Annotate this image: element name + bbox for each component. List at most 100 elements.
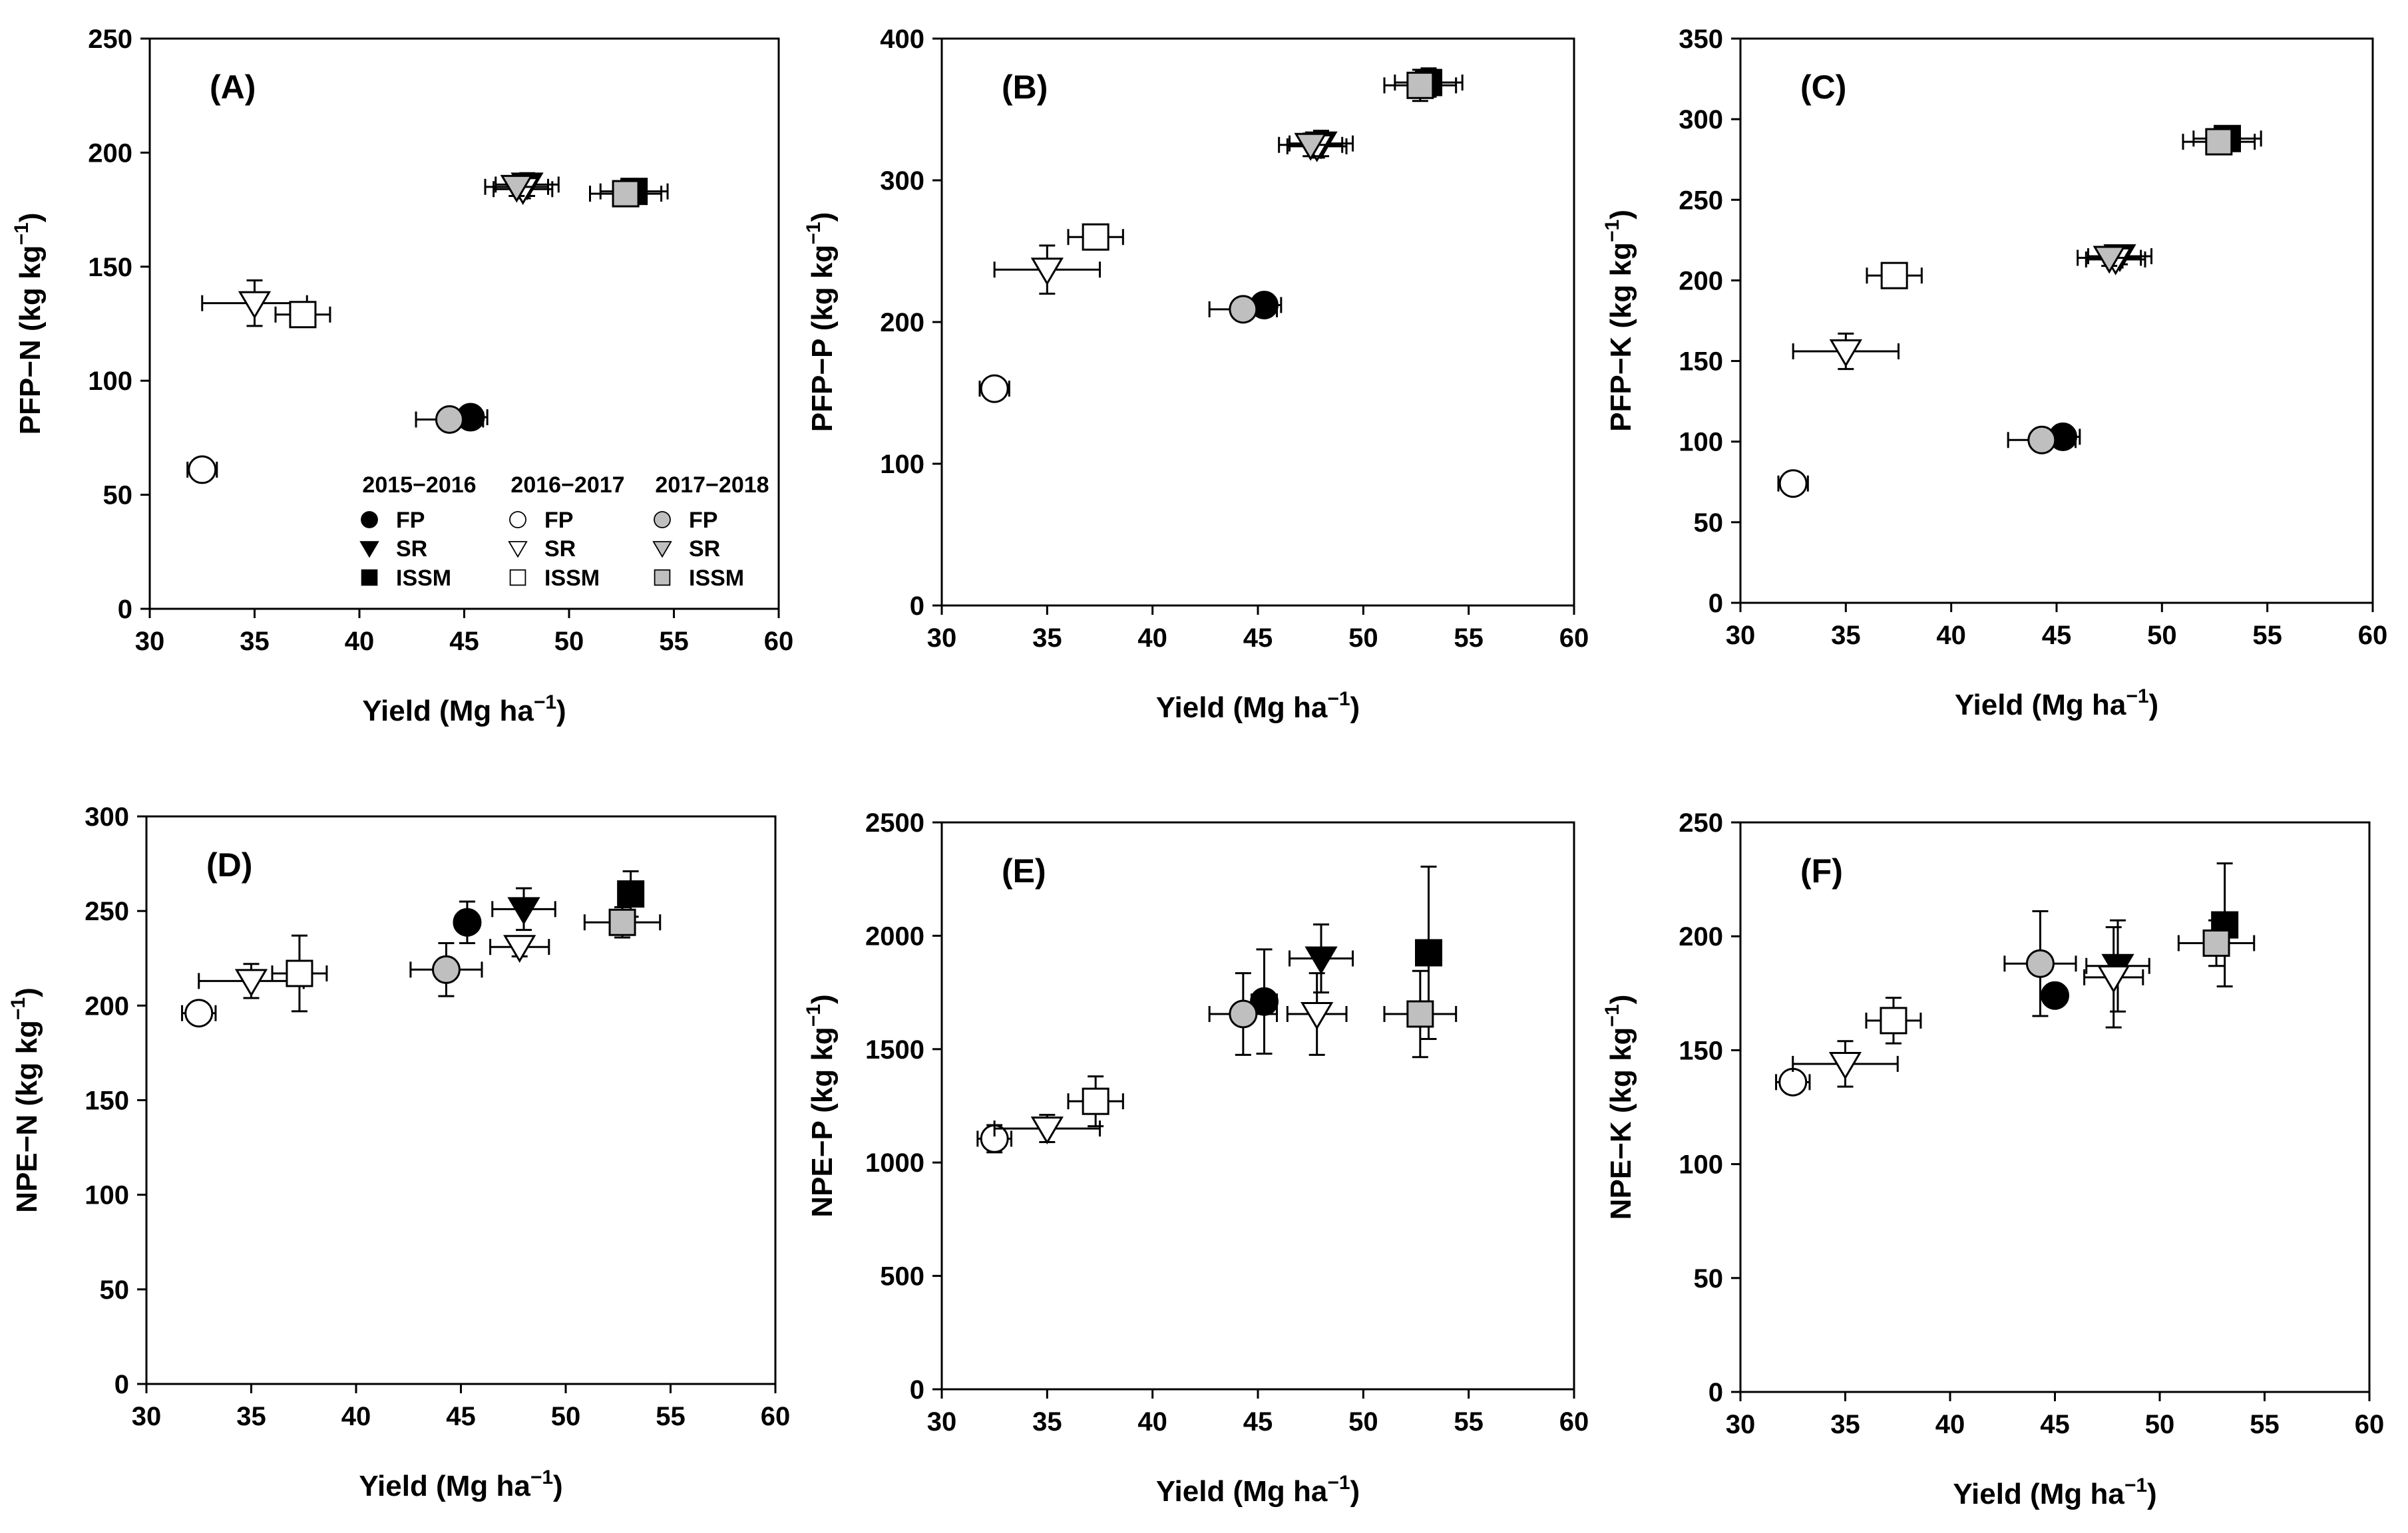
x-axis-title-A: Yield (Mg ha−1) <box>362 691 566 727</box>
panel-A: 30 35 40 45 50 55 60 0 50 100 150 200 250 Yield (Mg h… <box>11 25 793 727</box>
data-point-group <box>1067 223 1124 251</box>
legend-marker-issm <box>654 569 671 586</box>
x-tick-label-E: 35 <box>1032 1407 1062 1437</box>
y-axis-title-main: PFP−N (kg kg <box>14 246 47 435</box>
y-tick-label-C: 350 <box>1679 25 1723 54</box>
y-tick-label-E: 1000 <box>865 1148 924 1178</box>
y-axis-title-sup: −1 <box>1601 220 1623 242</box>
y-tick-label-E: 0 <box>910 1375 924 1405</box>
legend-label-sr: SR <box>396 536 427 562</box>
legend-label-fp: FP <box>544 508 573 533</box>
y-axis-title-end: ) <box>806 212 839 222</box>
data-point-sr <box>238 291 272 319</box>
y-tick-label-D: 200 <box>85 991 129 1021</box>
data-point-group <box>2177 919 2256 967</box>
y-tick-label-B: 400 <box>880 25 924 54</box>
y-axis-title-sup: −1 <box>7 997 29 1020</box>
x-tick-label-A: 30 <box>135 627 165 656</box>
data-point-group <box>993 244 1101 295</box>
y-tick-label-F: 250 <box>1679 808 1723 838</box>
legend-year-0: 2015−2016 <box>362 472 476 498</box>
data-point-fp <box>431 955 461 984</box>
data-point-sr <box>1301 1001 1334 1030</box>
x-tick-label-C: 35 <box>1831 621 1861 650</box>
data-point-issm <box>608 908 636 936</box>
y-tick-label-D: 150 <box>85 1087 129 1116</box>
y-tick-label-C: 100 <box>1679 428 1723 457</box>
data-point-group <box>1866 261 1923 289</box>
data-point-group <box>583 906 662 939</box>
data-point-issm <box>1880 261 1908 289</box>
data-point-issm <box>1406 71 1434 99</box>
x-axis-title-sup: −1 <box>1327 1472 1350 1494</box>
y-tick-label-A: 250 <box>88 25 132 54</box>
data-point-sr <box>2097 965 2130 993</box>
y-tick-label-C: 0 <box>1708 589 1723 618</box>
x-axis-title-B: Yield (Mg ha−1) <box>1156 688 1360 724</box>
panel-C: 30 35 40 45 50 55 60 0 50 100 150 200 250 300 350 Yield… <box>1601 25 2387 721</box>
y-tick-label-B: 300 <box>880 166 924 196</box>
legend-marker-group <box>654 511 671 528</box>
data-point-sr <box>1828 1051 1862 1080</box>
legend-marker-group <box>654 569 671 586</box>
y-axis-title-end: ) <box>1605 995 1637 1005</box>
data-point-group <box>181 999 217 1028</box>
data-point-group <box>1383 69 1458 102</box>
x-tick-label-C: 50 <box>2147 621 2177 650</box>
data-point-group <box>1278 132 1344 161</box>
x-tick-label-A: 40 <box>345 627 375 656</box>
legend-marker-sr <box>652 541 672 558</box>
x-tick-label-F: 60 <box>2355 1410 2385 1439</box>
data-point-fp <box>2041 981 2069 1010</box>
data-point-group <box>2077 246 2142 274</box>
x-axis-title-end: ) <box>553 1470 563 1502</box>
legend-marker-fp <box>509 511 526 528</box>
data-point-group <box>491 887 556 932</box>
data-point-issm <box>286 959 313 987</box>
data-point-sr <box>503 935 536 963</box>
data-point-fp <box>435 405 464 434</box>
y-axis-title-end: ) <box>1605 210 1637 220</box>
legend-marker-group <box>509 569 526 586</box>
y-axis-title-end: ) <box>14 213 47 223</box>
y-tick-label-B: 0 <box>910 592 924 621</box>
x-tick-label-B: 30 <box>927 623 957 653</box>
data-point-group <box>1208 295 1278 324</box>
data-point-group <box>2083 926 2144 1029</box>
x-tick-label-F: 55 <box>2250 1410 2280 1439</box>
data-point-issm <box>289 301 317 329</box>
data-point-group <box>186 455 218 484</box>
x-tick-label-B: 35 <box>1032 623 1062 653</box>
data-point-group <box>976 1124 1012 1154</box>
x-axis-title-main: Yield (Mg ha <box>1156 1475 1328 1508</box>
y-axis-title-end: ) <box>806 994 839 1004</box>
data-point-fp <box>2027 425 2057 454</box>
data-point-sr <box>234 969 268 997</box>
y-axis-title-C: PFP−K (kg kg−1) <box>1601 210 1637 432</box>
x-tick-label-D: 30 <box>132 1402 162 1431</box>
data-point-group <box>2003 910 2077 1017</box>
plot-frame-A <box>148 37 780 610</box>
data-point-fp <box>1778 1067 1808 1097</box>
data-point-group <box>489 935 550 963</box>
data-point-group <box>409 942 483 997</box>
x-tick-label-A: 55 <box>659 627 689 656</box>
y-axis-title-main: NPE−P (kg kg <box>806 1027 839 1218</box>
x-tick-label-D: 55 <box>656 1402 686 1431</box>
plot-frame-C <box>1739 37 2374 604</box>
x-axis-title-main: Yield (Mg ha <box>362 695 534 727</box>
y-axis-title-main: PFP−P (kg kg <box>806 245 839 432</box>
data-point-fp <box>1229 295 1258 324</box>
data-point-issm <box>1082 1087 1109 1115</box>
x-tick-label-D: 60 <box>761 1402 791 1431</box>
x-tick-label-B: 60 <box>1559 623 1589 653</box>
panel-D: 30 35 40 45 50 55 60 0 50 100 150 200 250 300 Yield (M… <box>7 802 790 1502</box>
data-point-group <box>1775 1067 1811 1097</box>
y-tick-label-D: 300 <box>85 802 129 832</box>
x-axis-title-main: Yield (Mg ha <box>1156 691 1328 724</box>
data-point-sr <box>1829 339 1862 367</box>
legend-label-issm: ISSM <box>396 566 451 591</box>
panels-layer: 30 35 40 45 50 55 60 0 50 100 150 200 250 Yield (Mg h… <box>7 25 2387 1510</box>
